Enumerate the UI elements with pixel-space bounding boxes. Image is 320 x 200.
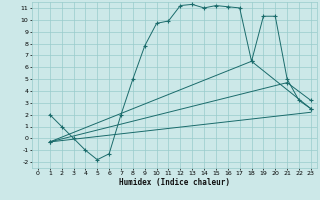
X-axis label: Humidex (Indice chaleur): Humidex (Indice chaleur) xyxy=(119,178,230,187)
